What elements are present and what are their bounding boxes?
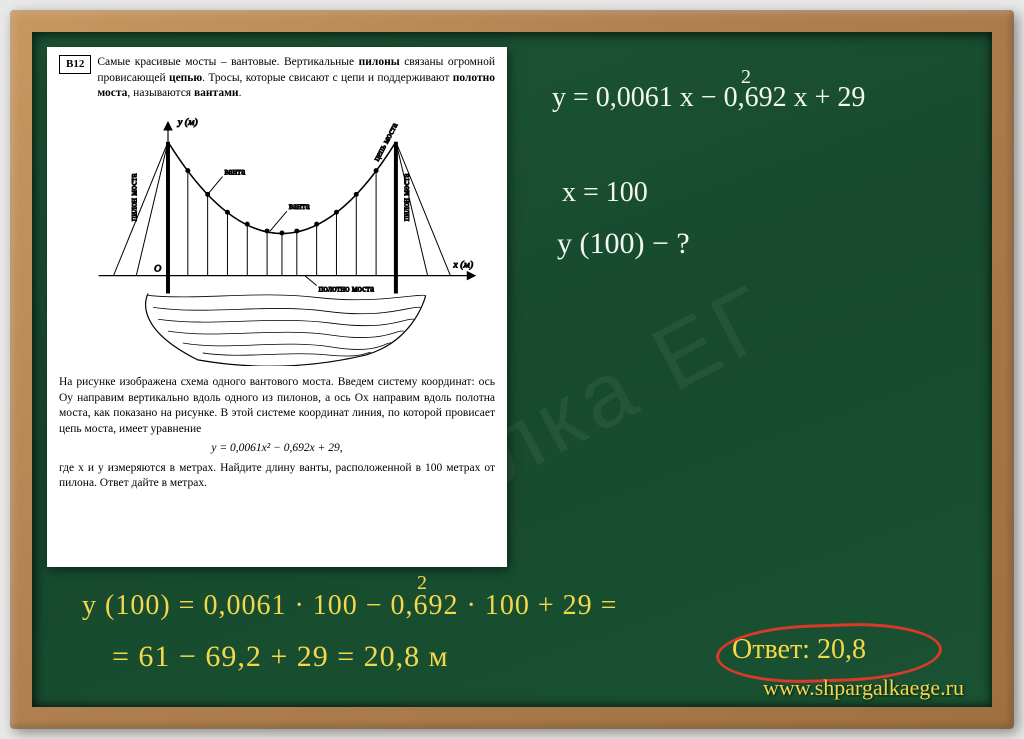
label-vanta2: ванта bbox=[289, 201, 310, 211]
problem-tail: где x и y измеряются в метрах. Найдите д… bbox=[59, 461, 495, 492]
hand-y-question: y (100) − ? bbox=[557, 227, 690, 261]
wooden-frame: лка ЕГ В12 Самые красивые мосты – вантов… bbox=[10, 10, 1014, 729]
hand-calc-line1: y (100) = 0,0061 · 100 − 0,692 · 100 + 2… bbox=[82, 590, 617, 622]
hand-calc1-sup: 2 bbox=[417, 572, 427, 595]
bridge-diagram: y (м) x (м) О bbox=[59, 106, 495, 366]
x-axis-label: x (м) bbox=[452, 259, 473, 270]
source-url: www.shpargalkaege.ru bbox=[763, 675, 964, 701]
problem-body: На рисунке изображена схема одного ванто… bbox=[59, 375, 495, 437]
chalkboard: лка ЕГ В12 Самые красивые мосты – вантов… bbox=[32, 32, 992, 707]
problem-badge: В12 bbox=[59, 55, 91, 74]
origin-label: О bbox=[154, 263, 161, 274]
hand-x-value: x = 100 bbox=[562, 177, 648, 209]
hand-calc-line2: = 61 − 69,2 + 29 = 20,8 м bbox=[112, 640, 449, 674]
problem-equation: y = 0,0061x² − 0,692x + 29, bbox=[59, 441, 495, 457]
problem-intro: Самые красивые мосты – вантовые. Вертика… bbox=[97, 55, 495, 102]
hand-eq-sup: 2 bbox=[741, 66, 751, 89]
y-axis-label: y (м) bbox=[177, 117, 198, 128]
watermark: лка ЕГ bbox=[466, 264, 791, 502]
label-deck: полотно моста bbox=[319, 283, 374, 293]
label-vanta1: ванта bbox=[224, 166, 245, 176]
hand-equation: y = 0,0061 x − 0,692 x + 29 bbox=[552, 82, 865, 114]
label-pylon-right: пилон моста bbox=[401, 173, 411, 221]
label-pylon-left: пилон моста bbox=[128, 173, 138, 221]
problem-sheet: В12 Самые красивые мосты – вантовые. Вер… bbox=[47, 47, 507, 567]
